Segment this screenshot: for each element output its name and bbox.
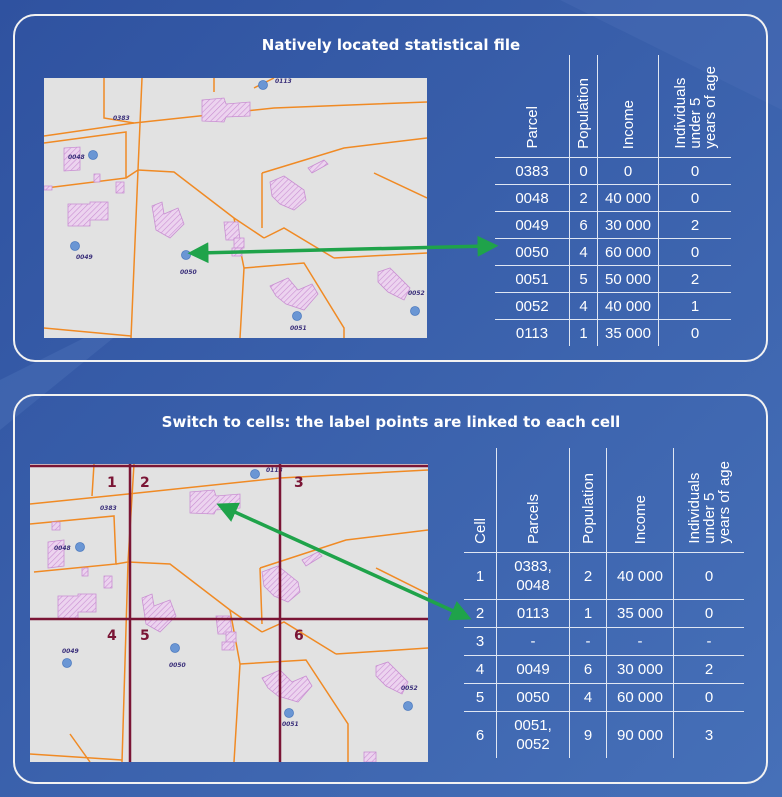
parcel-table-cell: 2 — [658, 211, 731, 239]
map1-label-0113: 0113 — [275, 78, 292, 85]
map1-label-0048: 0048 — [68, 154, 85, 161]
parcel-table-row: 0052 4 40 000 1 — [495, 292, 731, 320]
cell-table-cell: 90 000 — [606, 711, 674, 758]
parcel-table-cell: 0383 — [495, 157, 570, 185]
cell-number-4: 4 — [107, 628, 117, 644]
cell-number-3: 3 — [294, 475, 304, 491]
cell-table-row: 6 0051, 0052 9 90 000 3 — [464, 711, 744, 758]
native-file-panel — [13, 14, 768, 362]
cell-table-cell: 0051, 0052 — [496, 711, 570, 758]
parcel-table: Parcel Population Income Individuals und… — [495, 55, 731, 346]
map1-label-0049: 0049 — [76, 254, 93, 261]
parcel-table-cell: 40 000 — [597, 184, 659, 212]
cell-table-cell: 1 — [569, 599, 607, 628]
map2-label-0050: 0050 — [169, 662, 186, 669]
header-income: Income — [597, 55, 659, 158]
buildings — [44, 97, 411, 311]
parcel-table-cell: 0 — [658, 319, 731, 346]
cell-table-cell: 9 — [569, 711, 607, 758]
cell-table-cell: 2 — [569, 552, 607, 600]
cell-table-cell: 3 — [673, 711, 744, 758]
cell-table-row: 5 0050 4 60 000 0 — [464, 683, 744, 712]
parcel-table-cell: 0113 — [495, 319, 570, 346]
map1-label-0051: 0051 — [290, 325, 307, 332]
map2-label-0383: 0383 — [100, 505, 117, 512]
parcel-table-cell: 0 — [658, 184, 731, 212]
cell-number-1: 1 — [107, 475, 117, 491]
parcel-table-row: 0048 2 40 000 0 — [495, 184, 731, 212]
parcel-table-cell: 0 — [658, 157, 731, 185]
panel2-title: Switch to cells: the label points are li… — [161, 413, 621, 431]
arrow-0113-link — [216, 502, 472, 621]
parcel-table-row: 0049 6 30 000 2 — [495, 211, 731, 239]
cell-table-cell: 4 — [569, 683, 607, 712]
header-under5-2: Individuals under 5 years of age — [673, 448, 744, 553]
header-income-2: Income — [606, 448, 674, 553]
parcel-table-cell: 0051 — [495, 265, 570, 293]
parcel-table-cell: 1 — [658, 292, 731, 320]
parcel-table-row: 0383 0 0 0 — [495, 157, 731, 185]
label-points-2 — [62, 469, 413, 718]
cell-number-6: 6 — [294, 628, 304, 644]
parcel-table-row: 0050 4 60 000 0 — [495, 238, 731, 266]
cell-table-cell: 0113 — [496, 599, 570, 628]
cell-table-row: 4 0049 6 30 000 2 — [464, 655, 744, 684]
header-parcels: Parcels — [496, 448, 570, 553]
map1-label-0383: 0383 — [113, 115, 130, 122]
parcel-table-cell: 0052 — [495, 292, 570, 320]
cell-table-cell: 6 — [464, 711, 497, 758]
parcel-table-cell: 0048 — [495, 184, 570, 212]
parcel-table-row: 0113 1 35 000 0 — [495, 319, 731, 346]
parcel-map: 0113 0383 0048 0049 0050 0051 0052 — [44, 78, 427, 338]
cell-table-cell: 0 — [673, 552, 744, 600]
cell-table-cell: 35 000 — [606, 599, 674, 628]
parcel-table-cell: 4 — [569, 292, 598, 320]
parcel-table-cell: 1 — [569, 319, 598, 346]
parcel-table-cell: 40 000 — [597, 292, 659, 320]
cell-table-cell: 0 — [673, 599, 744, 628]
cell-table-cell: - — [496, 627, 570, 656]
map2-label-0113: 0113 — [266, 467, 283, 474]
cell-number-2: 2 — [140, 475, 150, 491]
map1-label-0050: 0050 — [180, 269, 197, 276]
cell-table-cell: 0 — [673, 683, 744, 712]
header-under5: Individuals under 5 years of age — [658, 55, 731, 158]
map2-label-0048: 0048 — [54, 545, 71, 552]
cell-number-5: 5 — [140, 628, 150, 644]
cell-table-row: 3---- — [464, 627, 744, 656]
panel1-title: Natively located statistical file — [261, 36, 521, 54]
cell-table-cell: 0050 — [496, 683, 570, 712]
cell-table-cell: - — [673, 627, 744, 656]
map2-label-0049: 0049 — [62, 648, 79, 655]
cell-table-cell: 5 — [464, 683, 497, 712]
header-population: Population — [569, 55, 598, 158]
parcel-table-cell: 30 000 — [597, 211, 659, 239]
header-parcel: Parcel — [495, 55, 570, 158]
map1-label-0052: 0052 — [408, 290, 425, 297]
cell-table-cell: 2 — [673, 655, 744, 684]
cell-table-cell: - — [606, 627, 674, 656]
cells-panel — [13, 394, 768, 784]
arrow-0050-link — [187, 235, 499, 264]
parcel-table-cell: 35 000 — [597, 319, 659, 346]
cell-table-cell: 40 000 — [606, 552, 674, 600]
parcel-table-cell: 0050 — [495, 238, 570, 266]
cell-table-cell: 0383, 0048 — [496, 552, 570, 600]
cell-table-cell: 60 000 — [606, 683, 674, 712]
cell-table: Cell Parcels Population Income Individua… — [464, 448, 744, 758]
parcel-table-cell: 0049 — [495, 211, 570, 239]
parcel-table-row: 0051 5 50 000 2 — [495, 265, 731, 293]
map2-label-0052: 0052 — [401, 685, 418, 692]
map2-label-0051: 0051 — [282, 721, 299, 728]
